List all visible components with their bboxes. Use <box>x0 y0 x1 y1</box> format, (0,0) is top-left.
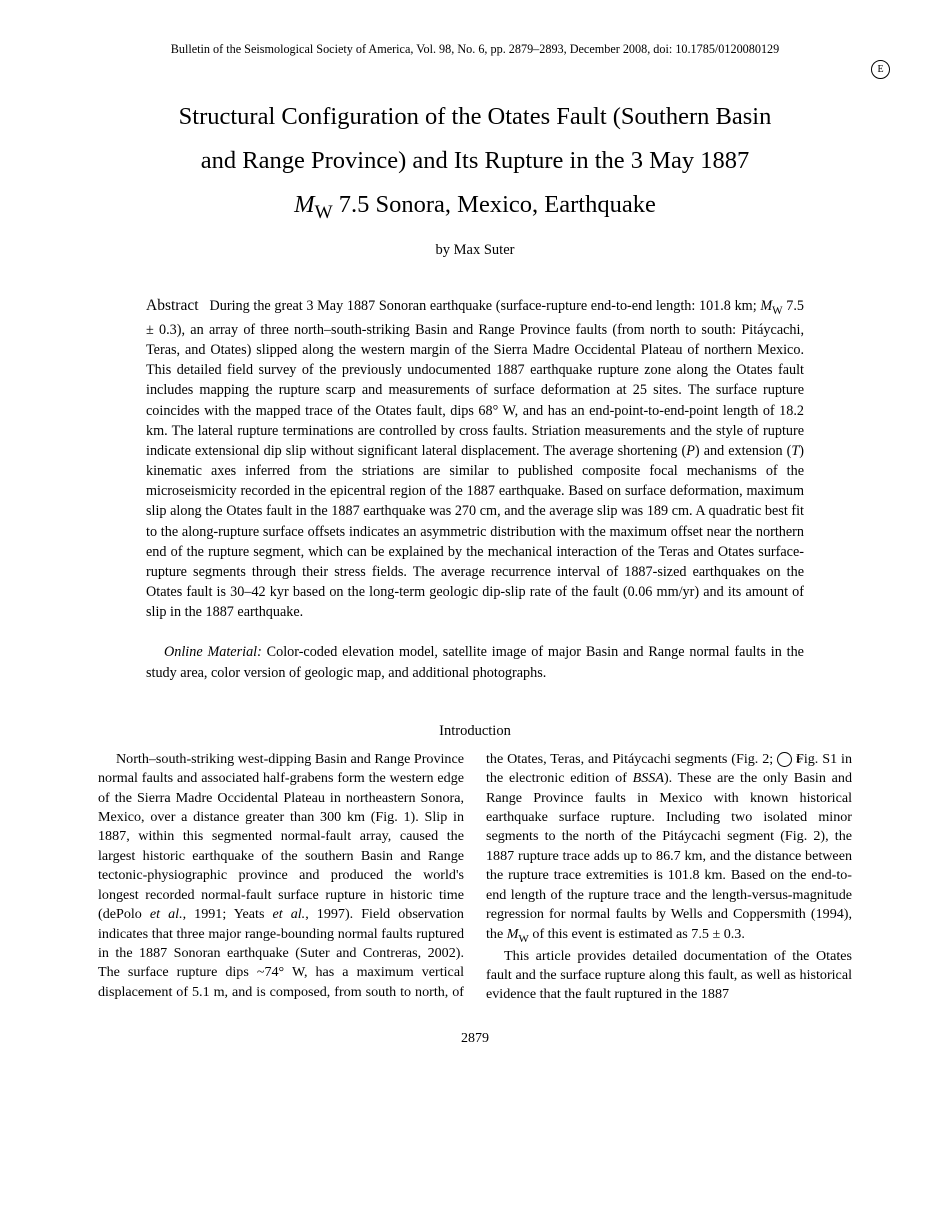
title-line-3: 7.5 Sonora, Mexico, Earthquake <box>333 191 656 218</box>
online-material-paragraph: Online Material: Color-coded elevation m… <box>146 642 804 682</box>
intro-etal-2: et al. <box>273 906 306 922</box>
online-material-label: Online Material: <box>164 644 262 660</box>
abstract-mw-subscript: W <box>772 305 782 317</box>
title-mw-subscript: W <box>315 202 333 223</box>
author-byline: by Max Suter <box>98 242 852 259</box>
running-head: Bulletin of the Seismological Society of… <box>98 42 852 57</box>
abstract-label: Abstract <box>146 297 199 314</box>
abstract-text-2: 7.5 ± 0.3), an array of three north–sout… <box>146 298 804 458</box>
supplement-badge-inline-icon: E <box>777 752 792 767</box>
journal-page: Bulletin of the Seismological Society of… <box>0 0 950 1107</box>
body-two-column: North–south-striking west-dipping Basin … <box>98 750 852 1005</box>
abstract-text-4: ) kinematic axes inferred from the stria… <box>146 443 804 620</box>
intro-p1-text-f: of this event is estimated as 7.5 ± 0.3. <box>529 926 745 942</box>
article-title: Structural Configuration of the Otates F… <box>98 95 852 230</box>
title-line-1: Structural Configuration of the Otates F… <box>179 103 772 130</box>
title-line-2: and Range Province) and Its Rupture in t… <box>201 147 749 174</box>
intro-p1-text-e: ). These are the only Basin and Range Pr… <box>486 770 852 942</box>
intro-bssa: BSSA <box>633 770 664 786</box>
intro-mw-subscript: W <box>519 932 529 944</box>
abstract-P-axis: P <box>686 443 695 459</box>
title-mw-symbol: M <box>294 191 314 218</box>
abstract-mw-symbol: M <box>760 298 772 314</box>
abstract-paragraph: Abstract During the great 3 May 1887 Son… <box>146 295 804 622</box>
intro-p1-text-a: North–south-striking west-dipping Basin … <box>98 751 464 923</box>
intro-p1-text-b: , 1991; Yeats <box>183 906 273 922</box>
abstract-text-1: During the great 3 May 1887 Sonoran eart… <box>210 298 761 314</box>
intro-etal-1: et al. <box>150 906 183 922</box>
introduction-heading: Introduction <box>98 723 852 740</box>
intro-mw-symbol: M <box>507 926 519 942</box>
page-number: 2879 <box>98 1031 852 1047</box>
supplement-badge-icon: E <box>871 60 890 79</box>
abstract-text-3: ) and extension ( <box>695 443 791 459</box>
intro-paragraph-2: This article provides detailed documenta… <box>486 947 852 1005</box>
